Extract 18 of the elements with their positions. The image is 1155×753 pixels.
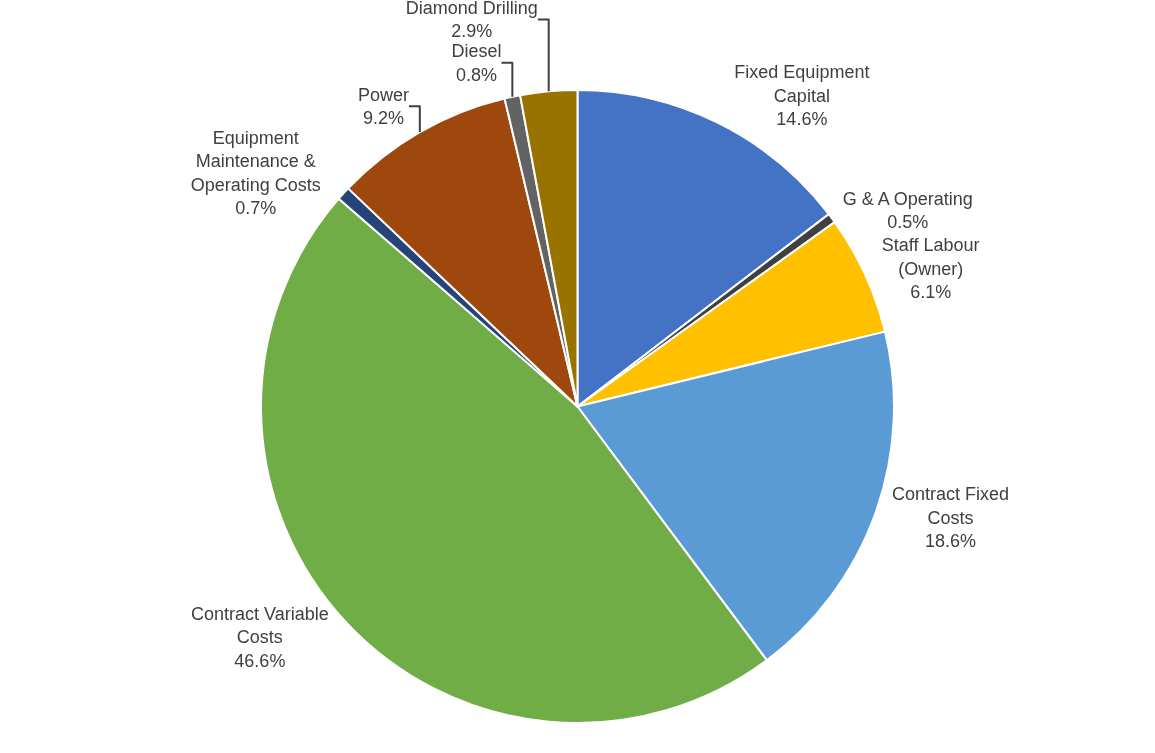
- slice-label: Staff Labour (Owner): [881, 235, 980, 279]
- slice-label: Contract Fixed Costs: [891, 484, 1010, 528]
- slice-label: Fixed Equipment Capital: [734, 62, 870, 106]
- data-label: 6.1%: [910, 282, 952, 303]
- data-label: 0.8%: [455, 64, 497, 85]
- slice-label: Power: [357, 84, 409, 105]
- data-label: 2.9%: [451, 21, 493, 42]
- slice-label: G & A Operating: [842, 188, 973, 209]
- slice-label: Diamond Drilling: [405, 0, 538, 18]
- data-label: 14.6%: [776, 109, 828, 130]
- data-label: 18.6%: [924, 530, 977, 551]
- slice-label: Contract Variable Costs: [190, 603, 329, 648]
- data-label: 9.2%: [362, 107, 404, 128]
- data-label: 0.7%: [235, 198, 277, 219]
- slice-label: Diesel: [451, 41, 502, 62]
- slice-label: Equipment Maintenance & Operating Costs: [190, 127, 321, 195]
- data-label: 46.6%: [234, 650, 286, 671]
- data-label: 0.5%: [887, 212, 929, 233]
